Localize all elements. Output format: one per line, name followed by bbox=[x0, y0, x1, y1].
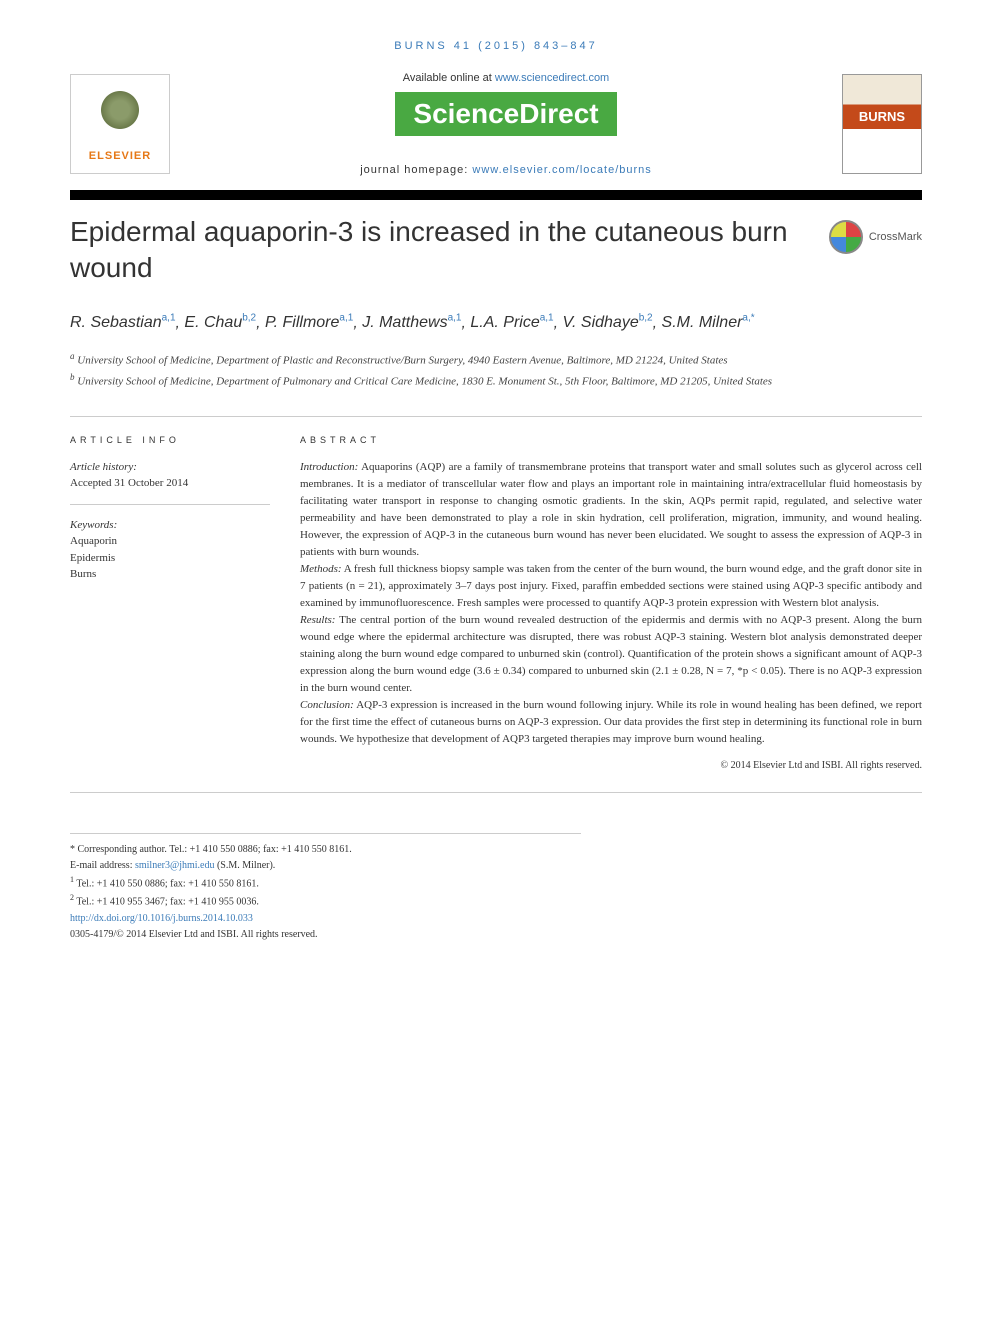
journal-cover-title: BURNS bbox=[843, 109, 921, 124]
author: E. Chaub,2 bbox=[184, 314, 256, 331]
keyword: Burns bbox=[70, 566, 270, 583]
info-divider bbox=[70, 504, 270, 505]
intro-text: Aquaporins (AQP) are a family of transme… bbox=[300, 461, 922, 558]
title-row: Epidermal aquaporin-3 is increased in th… bbox=[70, 214, 922, 287]
author: V. Sidhayeb,2 bbox=[563, 314, 653, 331]
methods-label: Methods: bbox=[300, 563, 342, 575]
journal-citation: BURNS 41 (2015) 843–847 bbox=[70, 40, 922, 52]
keyword: Epidermis bbox=[70, 550, 270, 567]
crossmark-badge[interactable]: CrossMark bbox=[829, 220, 922, 254]
affiliation-b: b University School of Medicine, Departm… bbox=[70, 370, 922, 391]
elsevier-label: ELSEVIER bbox=[89, 150, 151, 162]
email-link[interactable]: smilner3@jhmi.edu bbox=[135, 860, 214, 871]
accepted-date: Accepted 31 October 2014 bbox=[70, 475, 270, 492]
author: R. Sebastiana,1 bbox=[70, 314, 176, 331]
elsevier-tree-icon bbox=[90, 86, 150, 146]
affil-link[interactable]: b,2 bbox=[242, 313, 256, 324]
journal-cover[interactable]: BURNS bbox=[842, 74, 922, 174]
author: S.M. Milnera,* bbox=[662, 314, 755, 331]
footnotes: * Corresponding author. Tel.: +1 410 550… bbox=[70, 833, 581, 943]
doi-link[interactable]: http://dx.doi.org/10.1016/j.burns.2014.1… bbox=[70, 911, 581, 927]
homepage-label: journal homepage: bbox=[360, 164, 472, 176]
article-info-column: ARTICLE INFO Article history: Accepted 3… bbox=[70, 435, 270, 774]
header-row: ELSEVIER Available online at www.science… bbox=[70, 72, 922, 176]
methods-text: A fresh full thickness biopsy sample was… bbox=[300, 563, 922, 609]
results-label: Results: bbox=[300, 614, 335, 626]
corresponding-author: * Corresponding author. Tel.: +1 410 550… bbox=[70, 842, 581, 858]
keywords-label: Keywords: bbox=[70, 517, 270, 534]
sciencedirect-link[interactable]: www.sciencedirect.com bbox=[495, 72, 609, 84]
sciencedirect-logo[interactable]: ScienceDirect bbox=[395, 92, 616, 136]
affiliation-a: a University School of Medicine, Departm… bbox=[70, 349, 922, 370]
affil-link[interactable]: a,1 bbox=[162, 313, 176, 324]
affil-link[interactable]: a,1 bbox=[540, 313, 554, 324]
homepage-link[interactable]: www.elsevier.com/locate/burns bbox=[472, 164, 651, 176]
authors-list: R. Sebastiana,1, E. Chaub,2, P. Fillmore… bbox=[70, 311, 922, 335]
conclusion-text: AQP-3 expression is increased in the bur… bbox=[300, 699, 922, 745]
footnote-1: 1 Tel.: +1 410 550 0886; fax: +1 410 550… bbox=[70, 874, 581, 892]
affil-link[interactable]: a,1 bbox=[339, 313, 353, 324]
abstract-copyright: © 2014 Elsevier Ltd and ISBI. All rights… bbox=[300, 758, 922, 774]
keywords-block: Keywords: Aquaporin Epidermis Burns bbox=[70, 517, 270, 583]
affil-link[interactable]: b,2 bbox=[639, 313, 653, 324]
email-label: E-mail address: bbox=[70, 860, 135, 871]
abstract-column: ABSTRACT Introduction: Aquaporins (AQP) … bbox=[300, 435, 922, 774]
abstract-body: Introduction: Aquaporins (AQP) are a fam… bbox=[300, 459, 922, 774]
available-online-text: Available online at www.sciencedirect.co… bbox=[170, 72, 842, 84]
affiliations: a University School of Medicine, Departm… bbox=[70, 349, 922, 392]
crossmark-icon bbox=[829, 220, 863, 254]
elsevier-logo[interactable]: ELSEVIER bbox=[70, 74, 170, 174]
divider-bar bbox=[70, 190, 922, 200]
availability-block: Available online at www.sciencedirect.co… bbox=[170, 72, 842, 176]
article-history: Article history: Accepted 31 October 201… bbox=[70, 459, 270, 492]
article-info-heading: ARTICLE INFO bbox=[70, 435, 270, 445]
history-label: Article history: bbox=[70, 459, 270, 476]
author: L.A. Pricea,1 bbox=[470, 314, 553, 331]
footnote-2: 2 Tel.: +1 410 955 3467; fax: +1 410 955… bbox=[70, 892, 581, 910]
issn-copyright: 0305-4179/© 2014 Elsevier Ltd and ISBI. … bbox=[70, 927, 581, 943]
crossmark-label: CrossMark bbox=[869, 231, 922, 243]
info-abstract-container: ARTICLE INFO Article history: Accepted 3… bbox=[70, 416, 922, 793]
affil-link[interactable]: a,1 bbox=[448, 313, 462, 324]
article-title: Epidermal aquaporin-3 is increased in th… bbox=[70, 214, 809, 287]
intro-label: Introduction: bbox=[300, 461, 358, 473]
keyword: Aquaporin bbox=[70, 533, 270, 550]
email-person: (S.M. Milner). bbox=[214, 860, 275, 871]
author: P. Fillmorea,1 bbox=[265, 314, 353, 331]
email-line: E-mail address: smilner3@jhmi.edu (S.M. … bbox=[70, 858, 581, 874]
abstract-heading: ABSTRACT bbox=[300, 435, 922, 445]
results-text: The central portion of the burn wound re… bbox=[300, 614, 922, 694]
conclusion-label: Conclusion: bbox=[300, 699, 354, 711]
author: J. Matthewsa,1 bbox=[362, 314, 461, 331]
journal-homepage: journal homepage: www.elsevier.com/locat… bbox=[170, 164, 842, 176]
available-label: Available online at bbox=[403, 72, 495, 84]
affil-link[interactable]: a,* bbox=[742, 313, 754, 324]
